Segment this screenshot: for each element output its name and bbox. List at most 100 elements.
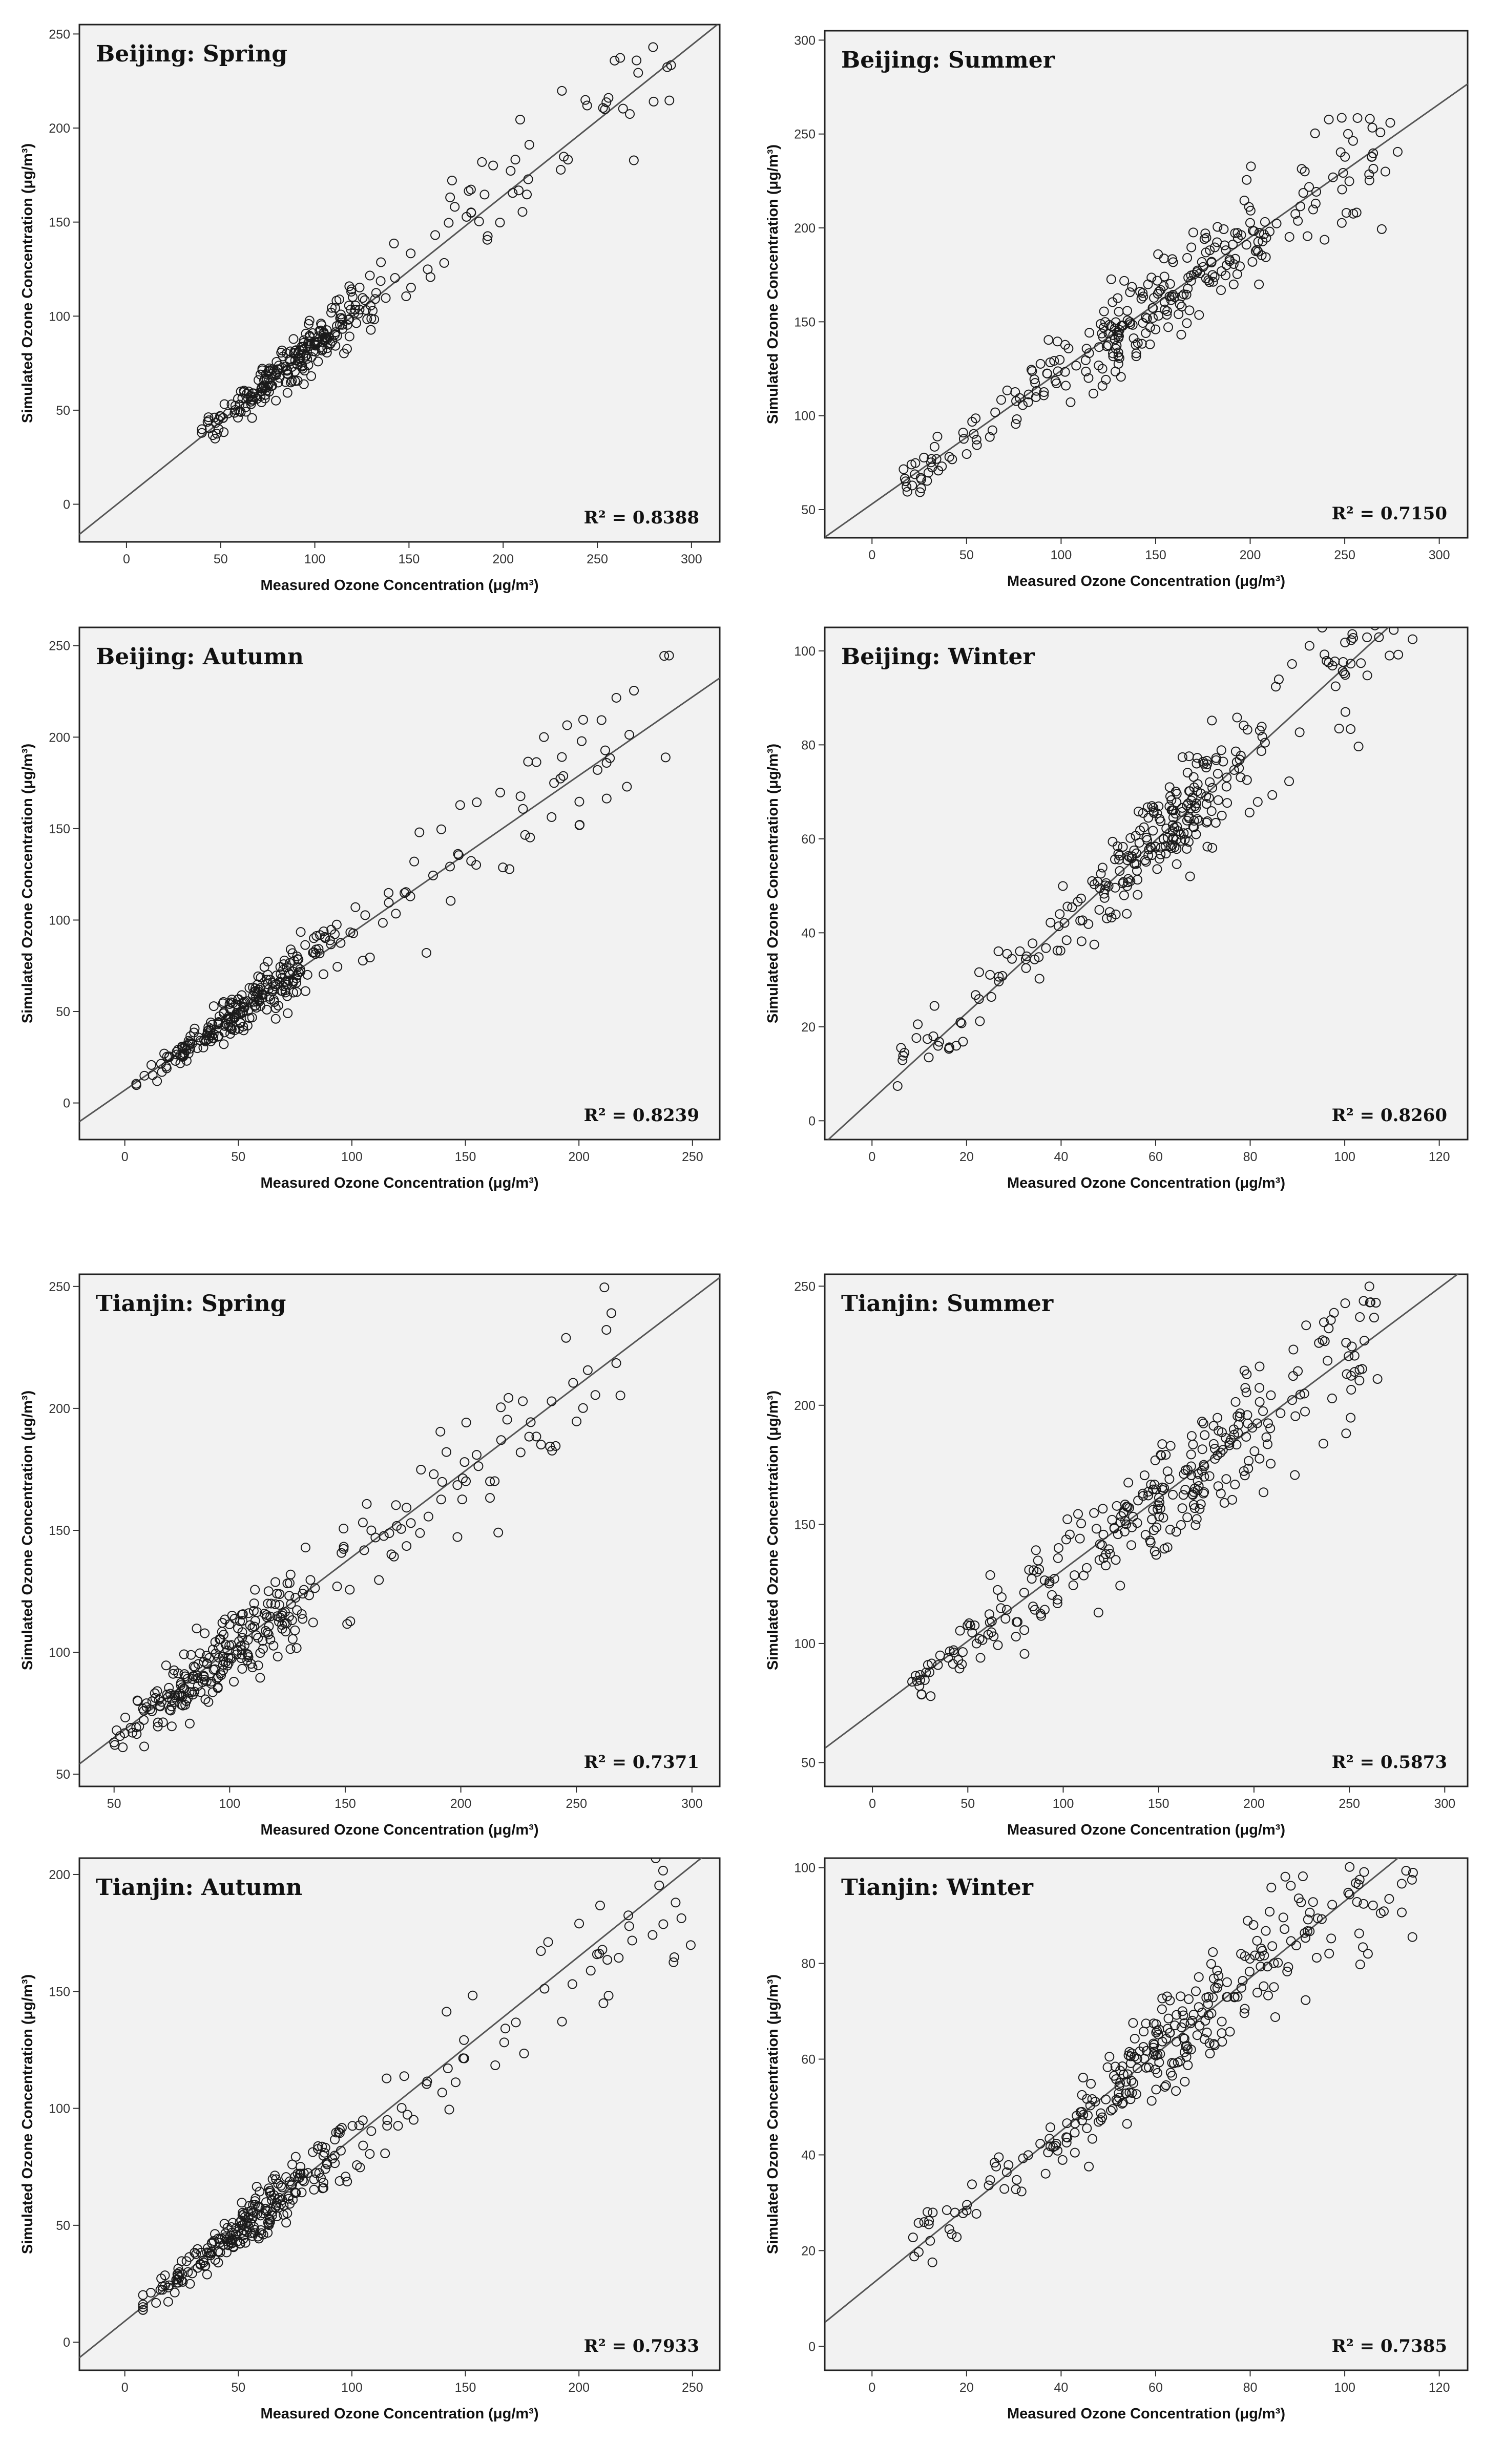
- data-point: [1156, 1450, 1166, 1461]
- data-point: [211, 418, 221, 428]
- data-point: [1162, 2024, 1173, 2034]
- data-point: [445, 192, 455, 202]
- data-point: [1047, 1590, 1057, 1600]
- data-point: [1049, 356, 1059, 366]
- data-point: [1152, 1522, 1162, 1532]
- data-point: [958, 1037, 968, 1047]
- data-point: [1169, 292, 1180, 302]
- data-point: [219, 399, 229, 409]
- data-point: [244, 2222, 254, 2232]
- data-point: [927, 2257, 937, 2267]
- data-point: [1093, 2117, 1103, 2127]
- data-point: [1210, 1454, 1220, 1464]
- data-point: [1096, 869, 1106, 879]
- data-point: [1179, 2047, 1189, 2057]
- data-point: [314, 944, 324, 954]
- x-tick-label: 80: [1243, 1150, 1258, 1164]
- data-point: [1229, 1429, 1239, 1440]
- data-point: [1266, 1882, 1277, 1892]
- data-point: [525, 832, 535, 843]
- data-point: [228, 998, 238, 1008]
- data-point: [648, 42, 658, 52]
- data-point: [206, 1676, 216, 1687]
- data-point: [1206, 1959, 1216, 1969]
- data-point: [1366, 1297, 1376, 1308]
- data-point: [523, 174, 533, 184]
- data-point: [278, 351, 288, 362]
- data-point: [1094, 904, 1104, 915]
- data-point: [298, 1614, 308, 1624]
- data-point: [1177, 1503, 1187, 1513]
- data-point: [1131, 348, 1141, 359]
- data-point: [1346, 659, 1356, 669]
- data-point: [1101, 374, 1111, 385]
- data-point: [1093, 1607, 1103, 1617]
- data-point: [342, 344, 352, 354]
- data-point: [1169, 2058, 1179, 2069]
- data-point: [1104, 1544, 1114, 1554]
- data-point: [1023, 2150, 1033, 2160]
- data-point: [243, 1650, 253, 1660]
- data-point: [374, 1575, 384, 1585]
- x-tick-label: 200: [568, 2381, 590, 2395]
- data-point: [1322, 656, 1332, 666]
- x-axis-label: Measured Ozone Concentration (μg/m³): [261, 1822, 539, 1838]
- data-point: [925, 1667, 935, 1677]
- x-axis-label: Measured Ozone Concentration (μg/m³): [261, 577, 539, 594]
- data-point: [406, 1518, 416, 1528]
- data-point: [1182, 828, 1193, 838]
- data-point: [247, 395, 257, 405]
- data-point: [227, 995, 237, 1005]
- data-point: [1200, 228, 1210, 239]
- data-point: [1213, 1481, 1223, 1491]
- data-point: [1362, 670, 1372, 681]
- y-tick-label: 100: [794, 1637, 816, 1651]
- data-point: [1219, 224, 1229, 234]
- data-point: [1370, 627, 1380, 630]
- data-point: [1236, 230, 1246, 240]
- data-point: [479, 189, 490, 200]
- data-point: [1001, 2167, 1012, 2177]
- data-point: [1324, 658, 1334, 668]
- data-point: [1320, 649, 1330, 660]
- data-point: [219, 1630, 229, 1640]
- data-point: [1254, 227, 1264, 238]
- data-point: [1019, 1649, 1030, 1659]
- data-point: [250, 986, 261, 996]
- data-point: [239, 1025, 249, 1036]
- data-point: [1369, 1313, 1379, 1323]
- data-point: [970, 1620, 980, 1631]
- data-point: [256, 384, 266, 394]
- x-tick-label: 0: [868, 1150, 875, 1164]
- data-point: [250, 392, 260, 402]
- data-point: [1212, 237, 1222, 247]
- data-point: [515, 115, 525, 125]
- data-point: [1052, 336, 1062, 347]
- data-point: [226, 399, 237, 410]
- data-point: [1381, 166, 1391, 177]
- data-point: [1362, 632, 1372, 642]
- data-point: [406, 283, 416, 293]
- data-point: [1062, 2118, 1072, 2129]
- data-point: [1359, 1867, 1369, 1877]
- data-point: [1299, 1388, 1309, 1399]
- data-point: [932, 431, 943, 441]
- data-point: [518, 804, 528, 814]
- data-point: [1209, 2040, 1220, 2050]
- data-point: [1346, 724, 1356, 734]
- data-point: [1133, 890, 1143, 900]
- data-point: [1326, 1315, 1336, 1325]
- data-point: [1323, 1356, 1333, 1366]
- data-point: [1076, 936, 1087, 946]
- data-point: [1295, 1389, 1305, 1400]
- data-point: [1199, 1460, 1209, 1470]
- data-point: [190, 2247, 200, 2258]
- data-point: [1063, 343, 1074, 353]
- data-point: [474, 216, 484, 226]
- data-point: [520, 830, 530, 840]
- data-point: [920, 1675, 930, 1685]
- data-point: [1230, 1397, 1241, 1407]
- data-point: [154, 1695, 164, 1705]
- data-point: [1161, 2080, 1171, 2090]
